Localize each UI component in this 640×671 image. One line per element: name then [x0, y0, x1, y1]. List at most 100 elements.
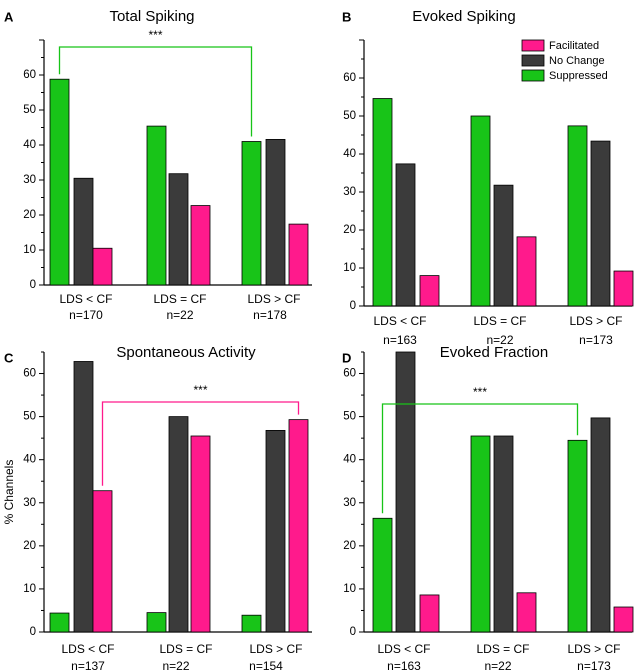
- category-label: LDS = CF: [473, 314, 526, 328]
- y-tick-label: 60: [23, 368, 36, 380]
- bar-no-change-2: [493, 435, 514, 633]
- legend-label: Suppressed: [549, 70, 608, 82]
- bar-no-change-2: [493, 184, 514, 307]
- legend-label: Facilitated: [549, 40, 599, 52]
- bar-suppressed-3: [241, 614, 262, 633]
- n-count-label: n=154: [249, 659, 283, 671]
- y-tick-label: 60: [23, 69, 36, 81]
- bar-facilitated-1: [92, 247, 113, 286]
- panel-letter: D: [342, 350, 351, 365]
- category-label: LDS = CF: [476, 642, 529, 656]
- y-tick-label: 0: [30, 626, 36, 638]
- n-count-label: n=22: [486, 333, 513, 347]
- category-label: LDS > CF: [567, 642, 620, 656]
- category-label: LDS < CF: [61, 642, 114, 656]
- bar-suppressed-3: [241, 141, 262, 286]
- bar-suppressed-2: [146, 125, 167, 286]
- n-count-label: n=163: [383, 333, 417, 347]
- y-tick-label: 10: [343, 262, 356, 274]
- y-tick-label: 10: [343, 583, 356, 595]
- y-tick-label: 0: [350, 300, 356, 312]
- n-count-label: n=163: [387, 659, 421, 671]
- y-tick-label: 0: [350, 626, 356, 638]
- y-tick-label: 40: [23, 454, 36, 466]
- n-count-label: n=22: [162, 659, 189, 671]
- y-tick-label: 0: [30, 279, 36, 291]
- y-tick-label: 60: [343, 72, 356, 84]
- n-count-label: n=22: [484, 659, 511, 671]
- y-tick-label: 20: [23, 540, 36, 552]
- bar-suppressed-2: [470, 435, 491, 633]
- significance-label: ***: [193, 383, 207, 397]
- bar-no-change-3: [590, 140, 611, 307]
- significance-bracket: [101, 401, 300, 486]
- y-tick-label: 60: [343, 368, 356, 380]
- bar-no-change-2: [168, 416, 189, 633]
- legend-swatch-suppressed: [521, 69, 545, 82]
- bar-no-change-1: [395, 163, 416, 307]
- bar-facilitated-2: [190, 435, 211, 633]
- y-tick-label: 10: [23, 244, 36, 256]
- bar-suppressed-3: [567, 125, 588, 307]
- y-tick-label: 20: [343, 540, 356, 552]
- y-tick-label: 30: [23, 497, 36, 509]
- bar-facilitated-1: [419, 594, 440, 633]
- chart-panel-b: B Evoked Spiking 0 10 20 30 40 50 60 LDS < CF LDS …: [342, 8, 634, 347]
- bar-no-change-2: [168, 173, 189, 286]
- category-label: LDS > CF: [249, 642, 302, 656]
- bar-facilitated-3: [613, 270, 634, 307]
- y-tick-label: 30: [343, 497, 356, 509]
- bar-suppressed-1: [49, 612, 70, 633]
- y-tick-label: 10: [23, 583, 36, 595]
- chart-panel-a: A Total Spiking 0 10 20 30 40 50 60 LDS < CF LDS =…: [4, 8, 312, 322]
- significance-bracket: [381, 403, 579, 514]
- bar-no-change-1: [395, 351, 416, 633]
- chart-title: Spontaneous Activity: [116, 344, 256, 361]
- chart-title: Total Spiking: [109, 8, 194, 25]
- bar-facilitated-2: [190, 205, 211, 286]
- bar-suppressed-1: [372, 517, 393, 633]
- category-label: LDS < CF: [373, 314, 426, 328]
- category-label: LDS = CF: [153, 292, 206, 306]
- bar-suppressed-2: [146, 612, 167, 633]
- bar-no-change-3: [265, 138, 286, 286]
- n-count-label: n=173: [577, 659, 611, 671]
- bar-suppressed-1: [372, 98, 393, 307]
- y-tick-label: 40: [343, 148, 356, 160]
- chart-title: Evoked Spiking: [412, 8, 515, 25]
- y-tick-label: 30: [343, 186, 356, 198]
- y-axis-label: % Channels: [2, 460, 16, 525]
- category-label: LDS < CF: [377, 642, 430, 656]
- bar-facilitated-2: [516, 592, 537, 633]
- n-count-label: n=137: [71, 659, 105, 671]
- n-count-label: n=178: [253, 308, 287, 322]
- y-tick-label: 40: [23, 139, 36, 151]
- y-tick-label: 50: [23, 411, 36, 423]
- bar-no-change-3: [265, 429, 286, 633]
- bar-facilitated-3: [613, 606, 634, 633]
- legend-swatch-facilitated: [521, 39, 545, 52]
- y-tick-label: 50: [343, 411, 356, 423]
- y-tick-label: 50: [343, 110, 356, 122]
- legend-swatch-no-change: [521, 54, 545, 67]
- significance-label: ***: [148, 28, 162, 42]
- n-count-label: n=170: [69, 308, 103, 322]
- bar-facilitated-3: [288, 419, 309, 633]
- bar-no-change-1: [73, 361, 94, 633]
- panel-letter: B: [342, 9, 351, 24]
- chart-panel-c: C Spontaneous Activity 0 10 20 30 40 50 60 LDS < …: [2, 344, 312, 671]
- n-count-label: n=173: [579, 333, 613, 347]
- y-tick-label: 40: [343, 454, 356, 466]
- bar-facilitated-1: [92, 490, 113, 633]
- category-label: LDS > CF: [247, 292, 300, 306]
- significance-bracket: [58, 46, 253, 137]
- bar-no-change-3: [590, 417, 611, 633]
- y-tick-label: 30: [23, 174, 36, 186]
- bar-no-change-1: [73, 177, 94, 286]
- chart-panel-d: D Evoked Fraction 0 10 20 30 40 50 60 LDS < CF LDS…: [342, 344, 634, 671]
- bar-suppressed-3: [567, 439, 588, 633]
- bar-facilitated-1: [419, 275, 440, 307]
- significance-label: ***: [473, 385, 487, 399]
- chart-title: Evoked Fraction: [440, 344, 548, 361]
- y-tick-label: 20: [343, 224, 356, 236]
